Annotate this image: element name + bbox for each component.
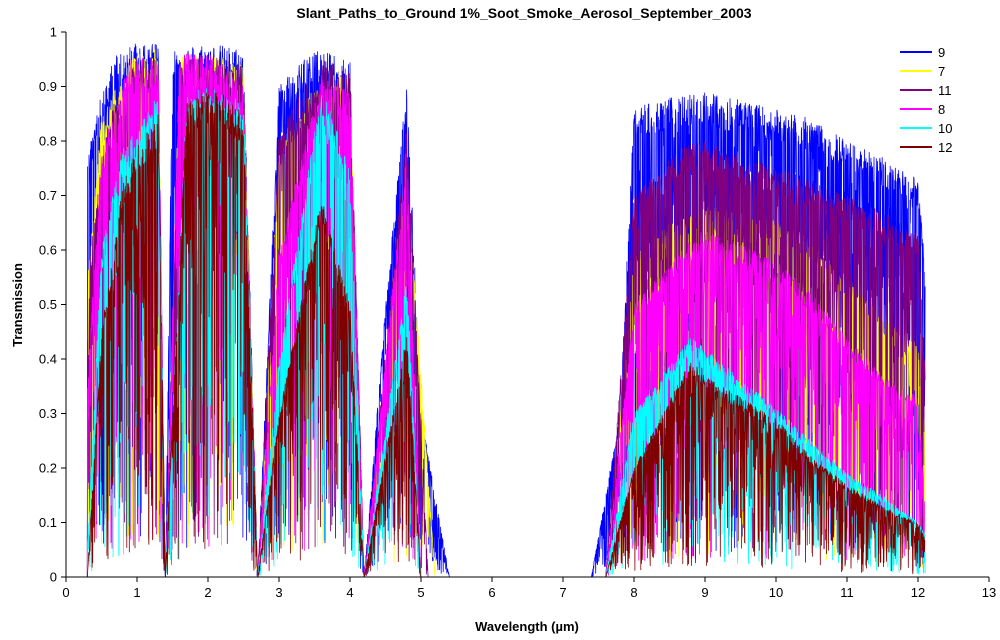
x-tick-label: 0 xyxy=(62,585,69,600)
legend-label: 11 xyxy=(938,83,952,98)
legend-label: 8 xyxy=(938,102,945,117)
y-tick-label: 1 xyxy=(50,25,57,40)
x-tick-label: 1 xyxy=(133,585,140,600)
x-tick-label: 7 xyxy=(559,585,566,600)
y-tick-label: 0.4 xyxy=(39,352,57,367)
legend-label: 10 xyxy=(938,121,952,136)
y-tick-label: 0.7 xyxy=(39,188,57,203)
y-tick-label: 0.3 xyxy=(39,406,57,421)
y-tick-label: 0.1 xyxy=(39,515,57,530)
y-tick-label: 0 xyxy=(50,570,57,585)
x-axis-label: Wavelength (µm) xyxy=(475,619,579,634)
x-tick-label: 13 xyxy=(982,585,996,600)
x-tick-label: 5 xyxy=(417,585,424,600)
legend-label: 7 xyxy=(938,64,945,79)
x-tick-label: 4 xyxy=(346,585,353,600)
y-tick-label: 0.5 xyxy=(39,297,57,312)
y-axis-ticks: 0 0.1 0.2 0.3 0.4 0.5 0.6 0.7 0.8 0.9 1 xyxy=(39,25,66,585)
x-tick-label: 11 xyxy=(840,585,854,600)
x-axis-ticks: 0 1 2 3 4 5 6 7 8 9 10 11 12 13 xyxy=(62,577,996,600)
x-tick-label: 12 xyxy=(911,585,925,600)
legend-label: 9 xyxy=(938,45,945,60)
y-tick-label: 0.2 xyxy=(39,461,57,476)
x-tick-label: 2 xyxy=(204,585,211,600)
legend-label: 12 xyxy=(938,140,952,155)
plot-area xyxy=(65,32,989,578)
y-tick-label: 0.9 xyxy=(39,79,57,94)
x-tick-label: 8 xyxy=(630,585,637,600)
y-tick-label: 0.6 xyxy=(39,243,57,258)
legend: 9 7 11 8 10 12 xyxy=(900,45,952,155)
x-tick-label: 9 xyxy=(701,585,708,600)
x-tick-label: 6 xyxy=(488,585,495,600)
y-tick-label: 0.8 xyxy=(39,134,57,149)
x-tick-label: 3 xyxy=(275,585,282,600)
y-axis-label: Transmission xyxy=(10,263,25,347)
x-tick-label: 10 xyxy=(769,585,783,600)
chart-title: Slant_Paths_to_Ground 1%_Soot_Smoke_Aero… xyxy=(296,5,751,21)
